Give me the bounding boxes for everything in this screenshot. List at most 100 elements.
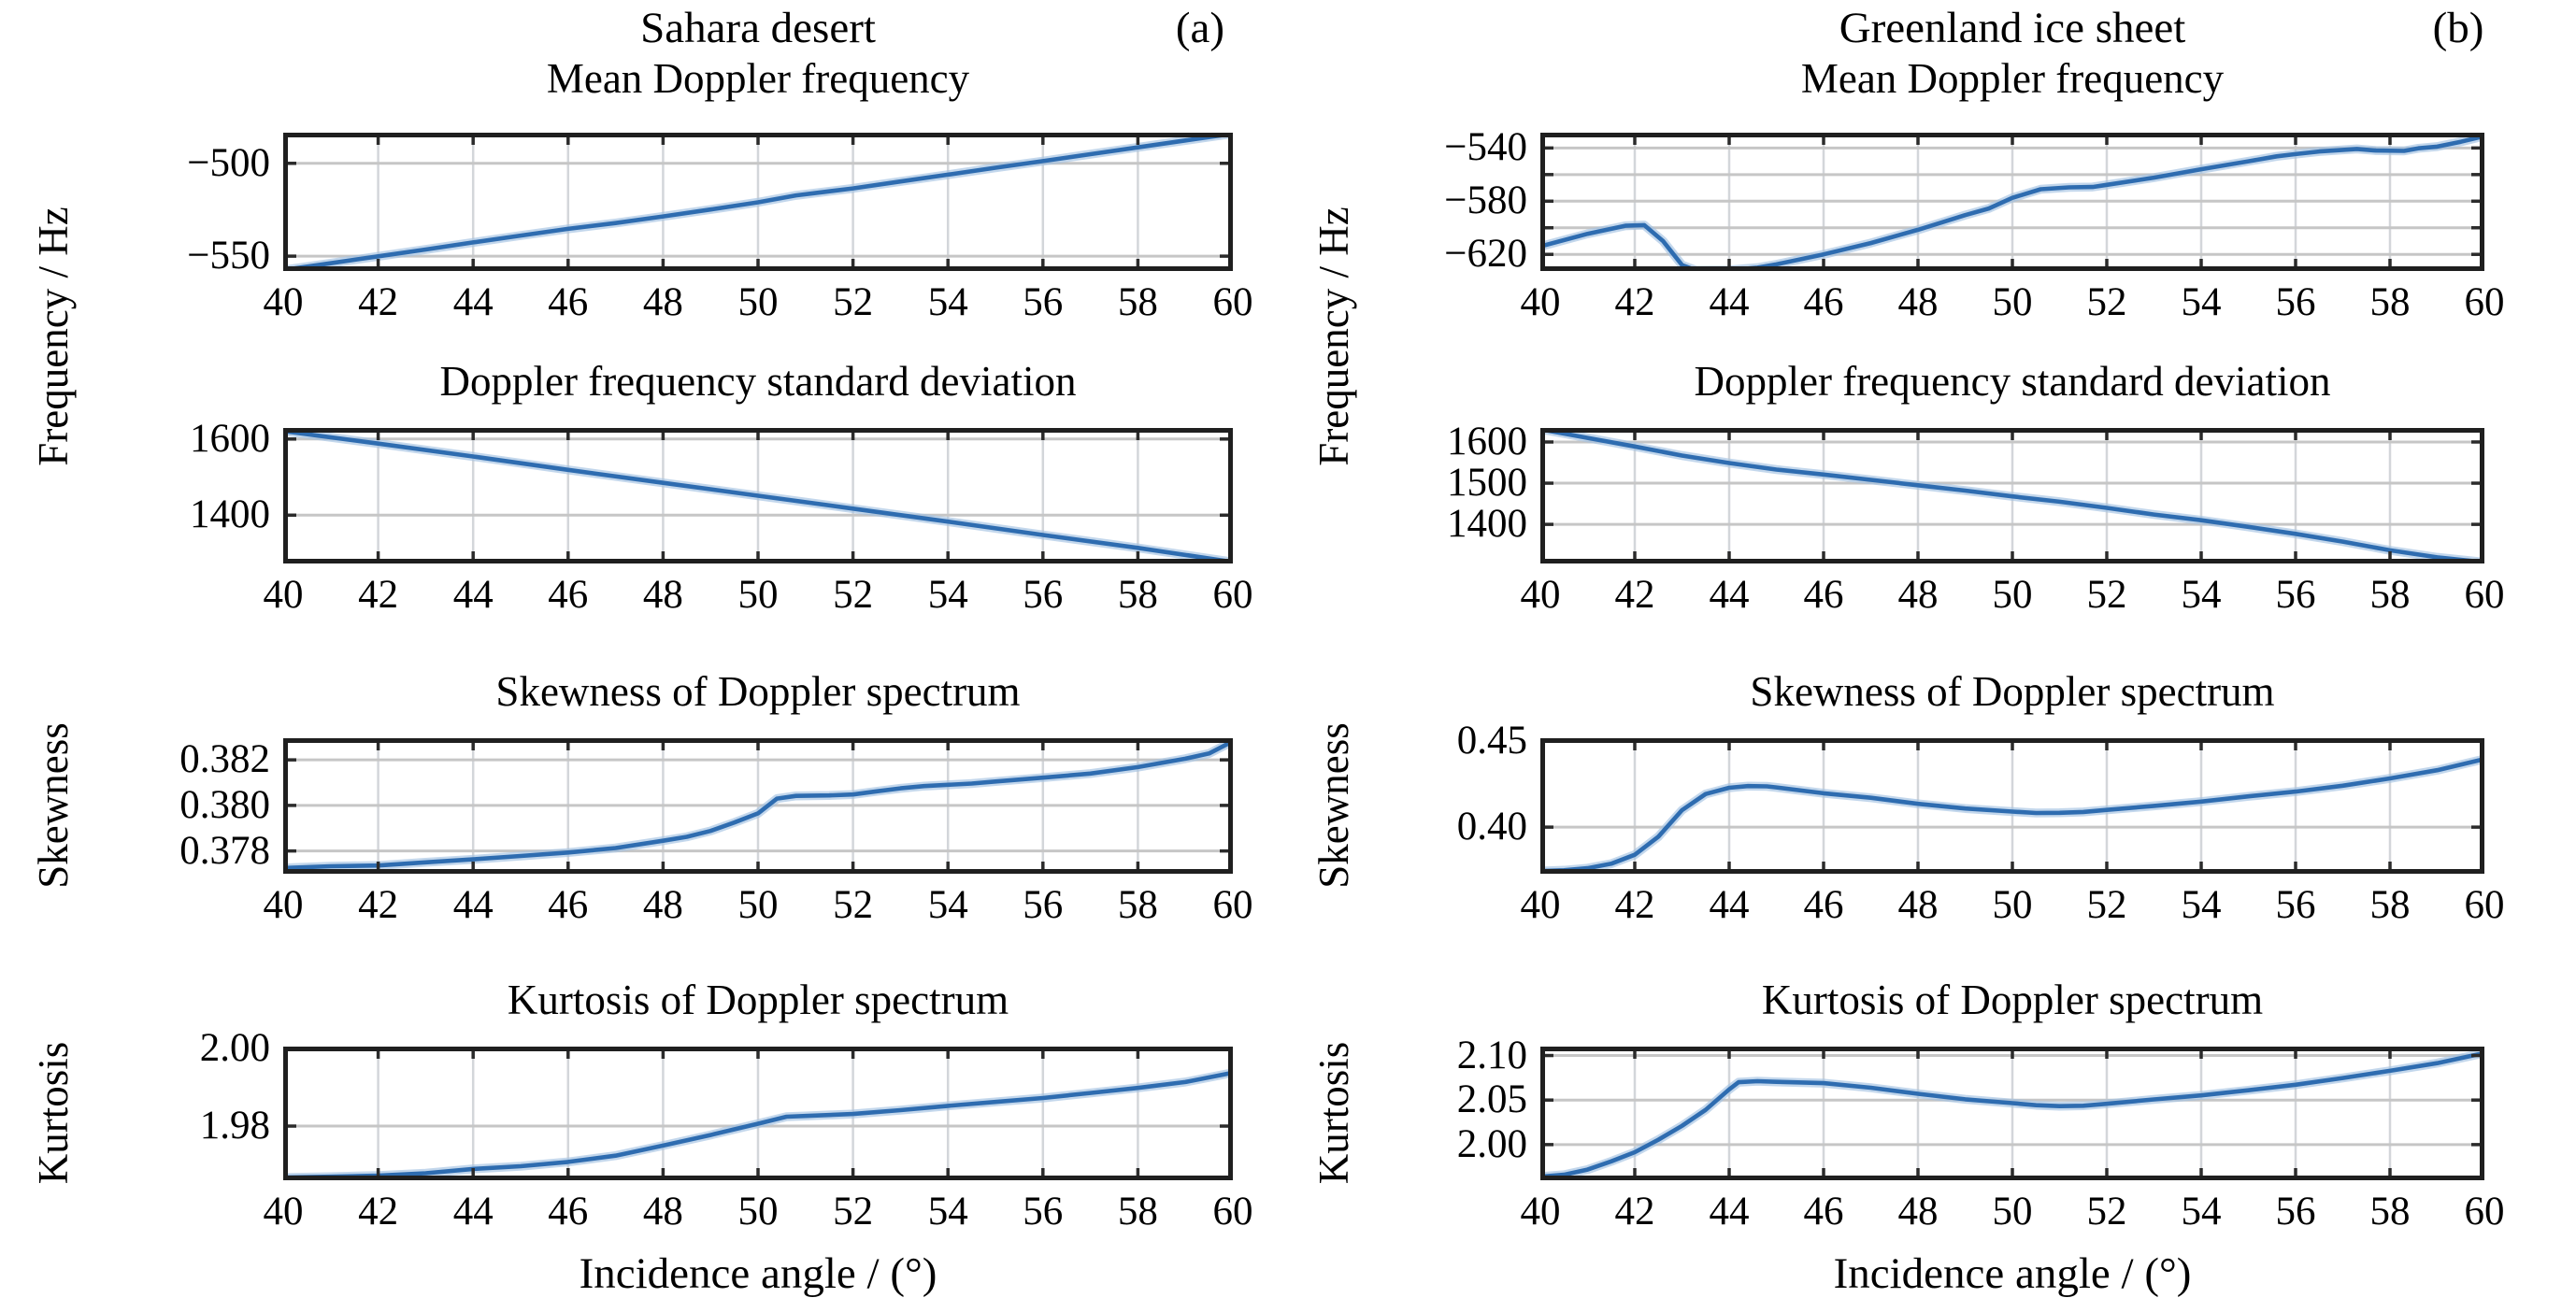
line-plot: [1540, 1047, 2484, 1180]
x-tick-label: 54: [927, 280, 968, 324]
panel-label-a: (a): [1175, 4, 1225, 52]
chart-title: Skewness of Doppler spectrum: [1750, 668, 2275, 715]
x-tick-label: 50: [1992, 280, 2033, 324]
x-tick-label: 46: [548, 883, 589, 927]
data-series-line: [283, 428, 1233, 563]
x-tick-label: 54: [927, 883, 968, 927]
xlabel-incidence-angle-a: Incidence angle / (°): [579, 1249, 937, 1298]
x-tick-label: 48: [1897, 280, 1939, 324]
x-tick-label: 60: [1212, 280, 1253, 324]
y-tick-label: 1600: [1447, 419, 1527, 463]
x-tick-label: 52: [833, 280, 874, 324]
chart-title: Kurtosis of Doppler spectrum: [507, 977, 1009, 1023]
x-tick-label: 46: [1803, 280, 1844, 324]
axis-border: [283, 1047, 1233, 1180]
x-tick-label: 48: [642, 883, 683, 927]
x-tick-label: 44: [1709, 280, 1750, 324]
x-tick-label: 40: [1520, 573, 1561, 617]
axis-border: [1540, 133, 2484, 271]
x-tick-label: 58: [2369, 573, 2411, 617]
y-tick-label: 2.10: [1456, 1033, 1527, 1077]
chart-sahara-std-deviation: Doppler frequency standard deviation 40 4…: [190, 358, 1253, 617]
x-tick-label: 40: [263, 883, 304, 927]
x-tick-label: 42: [1614, 573, 1655, 617]
x-tick-label: 40: [263, 573, 304, 617]
ylabel-frequency-a: Frequency / Hz: [30, 207, 77, 466]
column-title-sahara: Sahara desert: [640, 4, 876, 52]
y-tick-label: 0.380: [179, 782, 270, 827]
x-tick-label: 44: [452, 280, 494, 324]
line-plot: [283, 738, 1233, 874]
x-tick-label: 56: [1023, 883, 1064, 927]
axis-border: [1540, 1047, 2484, 1180]
x-tick-label: 54: [2181, 1190, 2222, 1234]
line-plot: [1540, 428, 2484, 563]
x-tick-label: 56: [1023, 573, 1064, 617]
x-tick-label: 60: [1212, 1190, 1253, 1234]
data-series-line: [1540, 428, 2484, 563]
axis-border: [283, 428, 1233, 563]
y-tick-label: −550: [187, 234, 270, 278]
axis-border: [1540, 428, 2484, 563]
x-tick-label: 40: [263, 1190, 304, 1234]
y-tick-label: 0.40: [1456, 805, 1527, 849]
x-tick-label: 42: [358, 573, 399, 617]
x-tick-label: 44: [452, 883, 494, 927]
chart-sahara-kurtosis: Kurtosis of Doppler spectrum 40 42 44 46 48 5…: [200, 977, 1253, 1234]
y-tick-label: −580: [1444, 178, 1527, 223]
chart-greenland-mean-doppler: Mean Doppler frequency 40 42 44 46 48 50 52 54 5…: [1444, 55, 2504, 324]
ylabel-kurtosis-b: Kurtosis: [1310, 1041, 1357, 1185]
chart-title: Kurtosis of Doppler spectrum: [1761, 977, 2264, 1023]
x-tick-label: 48: [1897, 883, 1939, 927]
x-tick-label: 54: [927, 1190, 968, 1234]
x-tick-label: 58: [2369, 280, 2411, 324]
x-tick-label: 46: [548, 280, 589, 324]
x-tick-label: 56: [1023, 1190, 1064, 1234]
x-tick-label: 42: [1614, 280, 1655, 324]
x-tick-label: 58: [1117, 1190, 1158, 1234]
line-plot: [283, 133, 1233, 271]
x-tick-label: 56: [2275, 573, 2316, 617]
y-tick-label: 0.382: [179, 737, 270, 782]
x-tick-label: 50: [737, 573, 779, 617]
chart-title: Skewness of Doppler spectrum: [495, 668, 1021, 715]
x-tick-label: 50: [737, 280, 779, 324]
x-tick-label: 56: [1023, 280, 1064, 324]
x-tick-label: 46: [1803, 883, 1844, 927]
x-tick-label: 48: [1897, 1190, 1939, 1234]
ylabel-frequency-b: Frequency / Hz: [1310, 207, 1357, 466]
x-tick-label: 58: [1117, 573, 1158, 617]
ylabel-kurtosis-a: Kurtosis: [30, 1041, 77, 1185]
x-tick-label: 54: [2181, 573, 2222, 617]
y-tick-label: 1600: [190, 416, 270, 461]
chart-title: Doppler frequency standard deviation: [1694, 358, 2331, 405]
x-tick-label: 48: [642, 280, 683, 324]
chart-title: Mean Doppler frequency: [1800, 55, 2225, 102]
x-tick-label: 56: [2275, 280, 2316, 324]
y-tick-label: 1.98: [199, 1104, 270, 1148]
x-tick-label: 60: [1212, 883, 1253, 927]
x-tick-label: 58: [1117, 883, 1158, 927]
x-tick-label: 46: [548, 573, 589, 617]
y-tick-label: 1400: [1447, 502, 1527, 547]
x-tick-label: 40: [1520, 883, 1561, 927]
y-tick-label: 2.05: [1456, 1077, 1527, 1122]
x-tick-label: 40: [1520, 1190, 1561, 1234]
x-tick-label: 44: [452, 573, 494, 617]
x-tick-label: 60: [2464, 280, 2505, 324]
chart-greenland-kurtosis: Kurtosis of Doppler spectrum 40 42 44 46 48 5…: [1457, 977, 2505, 1234]
x-tick-label: 60: [2464, 573, 2505, 617]
y-tick-label: 0.378: [179, 828, 270, 873]
data-series-line: [283, 738, 1233, 871]
x-tick-label: 50: [737, 1190, 779, 1234]
x-tick-label: 56: [2275, 883, 2316, 927]
y-tick-label: 1400: [190, 492, 270, 537]
y-tick-label: −540: [1444, 125, 1527, 170]
x-tick-label: 58: [2369, 883, 2411, 927]
x-tick-label: 50: [1992, 573, 2033, 617]
x-tick-label: 56: [2275, 1190, 2316, 1234]
data-series-line: [283, 1070, 1233, 1180]
x-tick-label: 46: [1803, 573, 1844, 617]
y-tick-label: −620: [1444, 232, 1527, 277]
x-tick-label: 60: [2464, 883, 2505, 927]
